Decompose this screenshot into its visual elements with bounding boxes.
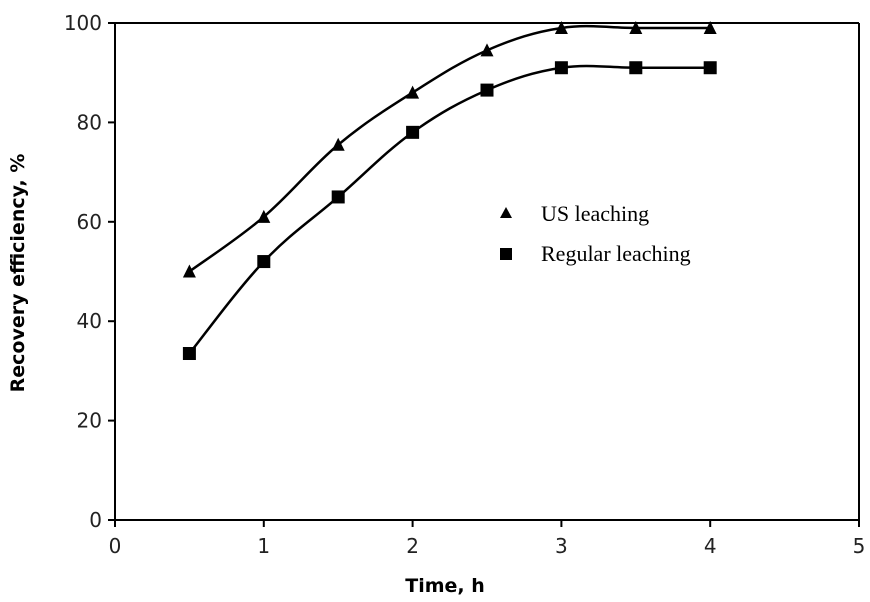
y-tick-label: 40 [77, 309, 102, 333]
y-tick-label: 60 [77, 210, 102, 234]
legend-item-us-leaching: US leaching [500, 201, 649, 226]
legend-triangle-marker [500, 207, 512, 218]
y-axis: 0 20 40 60 80 100 [64, 11, 116, 532]
data-point-us-leaching [406, 85, 420, 99]
x-tick-label: 2 [406, 534, 419, 558]
x-axis-title: Time, h [405, 575, 485, 597]
legend-square-marker [500, 248, 512, 260]
series-line-us-leaching [188, 24, 711, 273]
data-point-regular-leaching [182, 347, 196, 361]
legend-label-us-leaching: US leaching [541, 201, 649, 226]
y-tick-label: 80 [77, 110, 102, 134]
legend: US leaching Regular leaching [500, 201, 691, 266]
data-point-us-leaching [480, 43, 494, 57]
data-point-us-leaching [629, 20, 643, 34]
x-ticks: 0 1 2 3 4 5 [109, 520, 866, 558]
y-tick-label: 0 [89, 508, 102, 532]
x-tick-label: 1 [257, 534, 270, 558]
x-axis: 0 1 2 3 4 5 [109, 519, 866, 558]
x-tick-label: 4 [704, 534, 717, 558]
data-point-us-leaching [703, 20, 717, 34]
data-point-us-leaching [182, 264, 196, 278]
x-tick-label: 5 [853, 534, 866, 558]
y-ticks: 0 20 40 60 80 100 [64, 11, 115, 532]
legend-item-regular-leaching: Regular leaching [500, 241, 691, 266]
series-layer [182, 20, 717, 361]
y-axis-title: Recovery efficiency, % [7, 154, 29, 393]
x-tick-label: 3 [555, 534, 568, 558]
data-point-us-leaching [554, 20, 568, 34]
x-tick-label: 0 [109, 534, 122, 558]
legend-label-regular-leaching: Regular leaching [541, 241, 691, 266]
data-point-regular-leaching [629, 61, 643, 75]
data-point-regular-leaching [554, 61, 568, 75]
y-tick-label: 100 [64, 11, 102, 35]
data-point-regular-leaching [480, 83, 494, 97]
y-tick-label: 20 [77, 409, 102, 433]
data-point-us-leaching [331, 137, 345, 151]
data-point-regular-leaching [331, 190, 345, 204]
data-point-us-leaching [257, 209, 271, 223]
data-point-regular-leaching [406, 125, 420, 139]
data-point-regular-leaching [703, 61, 717, 75]
data-point-regular-leaching [257, 255, 271, 269]
